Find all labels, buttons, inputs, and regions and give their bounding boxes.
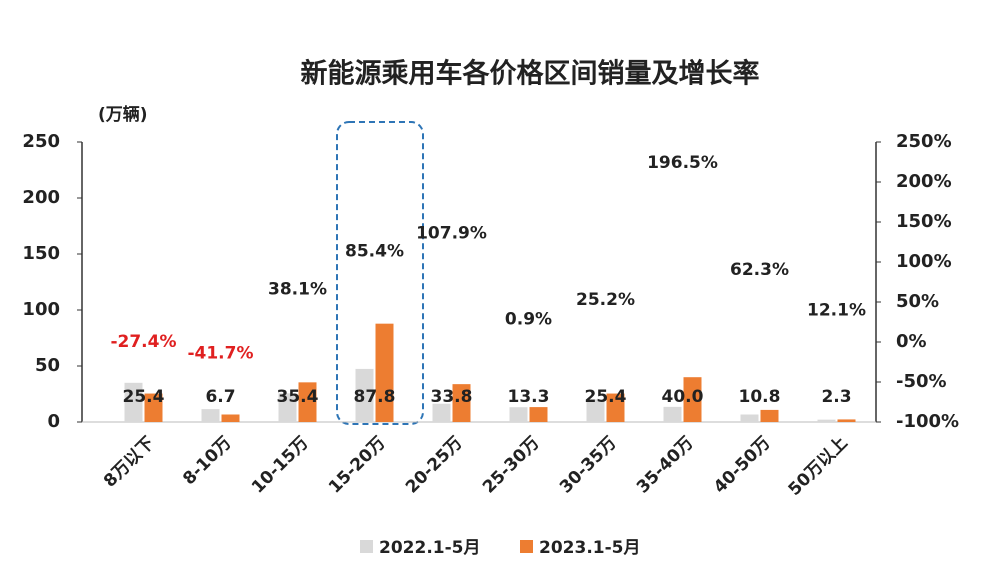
highlight-box [336, 121, 424, 425]
bar [201, 409, 220, 422]
y-tick-label: 0 [47, 411, 60, 432]
value-label: 40.0 [662, 387, 704, 407]
value-label: 35.4 [277, 387, 319, 407]
growth-label: 12.1% [807, 300, 866, 320]
y2-tick-label: 200% [896, 171, 952, 192]
growth-label: 196.5% [647, 153, 718, 173]
bar [278, 393, 297, 422]
growth-label: 25.2% [576, 290, 635, 310]
bar [298, 382, 317, 422]
bar [663, 406, 682, 422]
bar [837, 419, 856, 422]
legend-label: 2022.1-5月 [379, 538, 481, 558]
bar [586, 399, 605, 422]
bar [760, 409, 779, 422]
value-label: 25.4 [585, 387, 627, 407]
bar [817, 419, 836, 422]
y-tick-label: 200 [22, 187, 60, 208]
growth-label: 0.9% [505, 309, 552, 329]
value-label: 87.8 [354, 387, 396, 407]
growth-label: 107.9% [416, 224, 487, 244]
growth-label: -41.7% [187, 343, 253, 363]
y2-tick-label: -50% [896, 371, 947, 392]
y2-tick-label: 50% [896, 291, 939, 312]
bar [124, 382, 143, 422]
legend-label: 2023.1-5月 [539, 538, 641, 558]
bar [606, 393, 625, 422]
y2-tick-label: 0% [896, 331, 927, 352]
y2-tick-label: 100% [896, 251, 952, 272]
value-label: 10.8 [739, 387, 781, 407]
value-label: 33.8 [431, 387, 473, 407]
bar [740, 414, 759, 422]
y-tick-label: 250 [22, 131, 60, 152]
bar [683, 377, 702, 422]
bar [221, 414, 240, 422]
legend-swatch [360, 540, 373, 553]
y2-tick-label: -100% [896, 411, 959, 432]
y-tick-label: 150 [22, 243, 60, 264]
bar [452, 384, 471, 422]
value-label: 6.7 [205, 387, 235, 407]
y-axis-unit: (万辆) [98, 104, 148, 125]
chart-title: 新能源乘用车各价格区间销量及增长率 [301, 58, 760, 90]
growth-label: 38.1% [268, 280, 327, 300]
growth-label: 62.3% [730, 260, 789, 280]
y2-tick-label: 250% [896, 131, 952, 152]
y2-tick-label: 150% [896, 211, 952, 232]
bar [509, 407, 528, 422]
bar [529, 407, 548, 422]
growth-label: -27.4% [110, 332, 176, 352]
bar [432, 403, 451, 422]
bar [375, 323, 394, 422]
value-label: 13.3 [508, 387, 550, 407]
y-tick-label: 50 [35, 355, 60, 376]
legend-swatch [520, 540, 533, 553]
growth-label: 85.4% [345, 242, 404, 262]
y-tick-label: 100 [22, 299, 60, 320]
value-label: 25.4 [123, 387, 165, 407]
bar [355, 368, 374, 422]
bar [144, 393, 163, 422]
value-label: 2.3 [821, 387, 851, 407]
